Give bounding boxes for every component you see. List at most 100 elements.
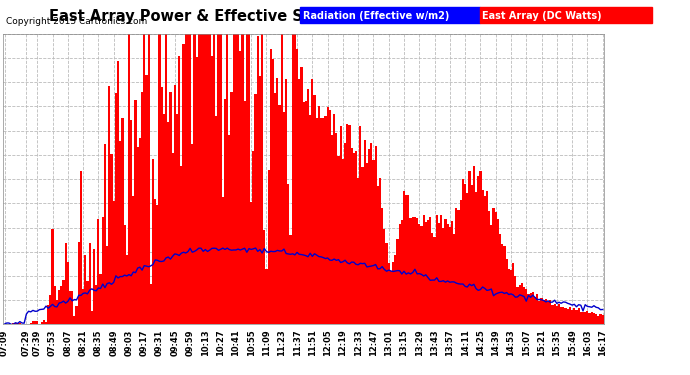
Bar (300, 67, 302, 324)
Bar (545, 300, 547, 324)
Bar (156, 205, 159, 324)
Bar (80, 171, 82, 324)
Bar (484, 196, 486, 324)
Bar (128, 34, 130, 324)
Text: East Array (DC Watts): East Array (DC Watts) (482, 11, 602, 21)
Bar (235, 34, 237, 324)
Bar (198, 34, 200, 324)
Bar (337, 156, 339, 324)
Bar (322, 118, 324, 324)
Bar (176, 114, 178, 324)
Bar (58, 290, 60, 324)
Bar (493, 209, 495, 324)
Bar (508, 268, 510, 324)
Bar (564, 308, 566, 324)
Bar (501, 243, 503, 324)
Bar (510, 270, 512, 324)
Bar (392, 262, 394, 324)
Bar (305, 101, 307, 324)
Bar (88, 243, 91, 324)
Bar (383, 228, 386, 324)
Bar (187, 34, 189, 324)
Bar (167, 122, 169, 324)
Bar (95, 285, 97, 324)
Bar (364, 141, 366, 324)
Bar (93, 249, 95, 324)
Bar (14, 323, 17, 324)
Bar (154, 199, 156, 324)
Bar (598, 316, 600, 324)
Bar (442, 228, 444, 324)
Bar (49, 295, 52, 324)
Bar (195, 57, 198, 324)
Bar (121, 118, 124, 324)
Bar (169, 92, 172, 324)
Bar (47, 305, 49, 324)
Bar (91, 311, 93, 324)
Bar (137, 147, 139, 324)
Bar (519, 285, 521, 324)
Bar (315, 118, 318, 324)
Bar (514, 276, 516, 324)
Bar (182, 44, 185, 324)
Bar (560, 308, 562, 324)
Bar (466, 193, 469, 324)
Bar (191, 144, 193, 324)
Bar (241, 34, 244, 324)
Bar (503, 246, 506, 324)
Bar (427, 220, 429, 324)
Bar (130, 120, 132, 324)
Bar (414, 217, 416, 324)
Bar (357, 177, 359, 324)
Bar (388, 263, 390, 324)
Bar (453, 234, 455, 324)
Bar (444, 219, 446, 324)
Bar (276, 78, 279, 324)
Bar (538, 301, 540, 324)
Bar (497, 219, 499, 324)
Bar (529, 292, 532, 324)
Bar (379, 178, 381, 324)
Bar (150, 284, 152, 324)
Bar (495, 212, 497, 324)
Bar (233, 34, 235, 324)
Bar (438, 223, 440, 324)
Bar (266, 269, 268, 324)
Bar (326, 107, 328, 324)
Bar (547, 302, 549, 324)
Bar (475, 192, 477, 324)
Bar (294, 34, 296, 324)
Bar (268, 170, 270, 324)
Bar (591, 312, 593, 324)
Bar (575, 310, 578, 324)
Bar (302, 102, 305, 324)
Bar (525, 289, 527, 324)
Bar (115, 93, 117, 324)
Bar (86, 280, 88, 324)
Bar (211, 56, 213, 324)
Bar (287, 184, 289, 324)
Bar (431, 233, 433, 324)
Bar (78, 242, 80, 324)
Bar (12, 323, 14, 324)
Bar (152, 159, 154, 324)
Bar (584, 312, 586, 324)
Bar (289, 234, 292, 324)
Bar (446, 224, 448, 324)
Bar (375, 146, 377, 324)
Bar (582, 312, 584, 324)
Bar (30, 323, 32, 324)
Bar (285, 79, 287, 324)
Bar (60, 286, 62, 324)
Bar (185, 34, 187, 324)
Bar (335, 132, 337, 324)
Bar (403, 190, 405, 324)
Bar (562, 306, 564, 324)
Bar (600, 314, 602, 324)
Bar (206, 34, 208, 324)
Bar (351, 148, 353, 324)
Bar (506, 259, 508, 324)
Bar (540, 298, 542, 324)
Bar (425, 222, 427, 324)
Bar (19, 323, 21, 324)
